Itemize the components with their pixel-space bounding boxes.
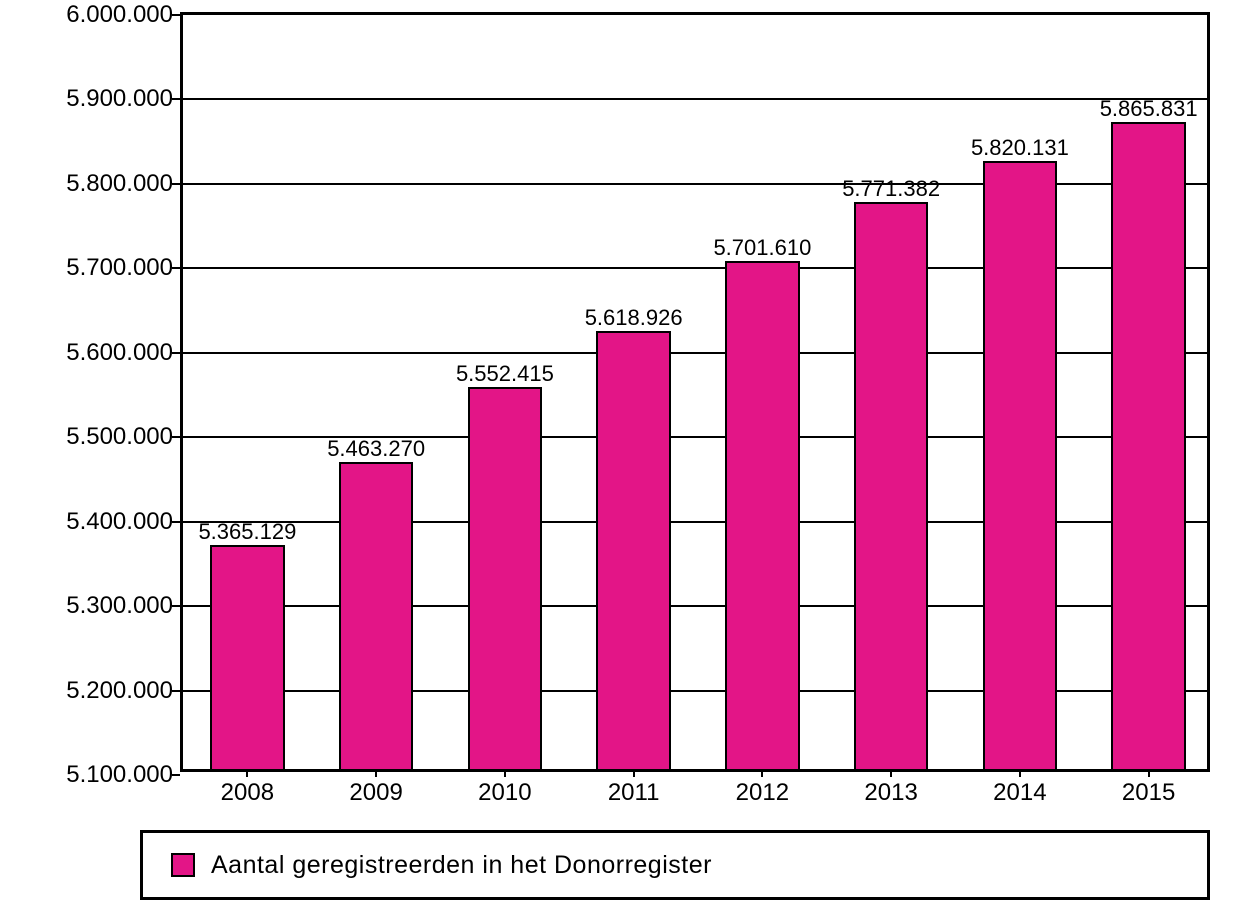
bar [339,462,414,769]
y-tick-label: 5.600.000 [66,339,183,367]
bar [468,387,543,769]
bar [854,202,929,769]
bar-value-label: 5.552.415 [456,361,554,393]
bar-value-label: 5.365.129 [198,519,296,551]
bar-value-label: 5.701.610 [713,235,811,267]
y-tick-label: 6.000.000 [66,1,183,29]
bar-value-label: 5.865.831 [1100,96,1198,128]
plot-area: 5.100.0005.200.0005.300.0005.400.0005.50… [180,12,1210,772]
y-tick-label: 5.500.000 [66,423,183,451]
bar-value-label: 5.463.270 [327,436,425,468]
bar [983,161,1058,769]
y-tick-label: 5.700.000 [66,254,183,282]
bar [210,545,285,769]
legend: Aantal geregistreerden in het Donorregis… [140,830,1210,900]
bar-value-label: 5.618.926 [585,305,683,337]
legend-label: Aantal geregistreerden in het Donorregis… [211,851,712,880]
y-tick-label: 5.400.000 [66,508,183,536]
x-tick-label: 2008 [221,769,274,807]
x-tick-label: 2015 [1122,769,1175,807]
y-tick-label: 5.900.000 [66,85,183,113]
x-tick-label: 2014 [993,769,1046,807]
bar [596,331,671,769]
bar-value-label: 5.771.382 [842,176,940,208]
x-tick-label: 2012 [736,769,789,807]
y-tick-label: 5.100.000 [66,761,183,789]
bar [1111,122,1186,769]
bar-value-label: 5.820.131 [971,135,1069,167]
bar [725,261,800,769]
legend-swatch [171,853,195,877]
y-tick-label: 5.300.000 [66,592,183,620]
x-tick-label: 2013 [864,769,917,807]
y-tick-label: 5.800.000 [66,170,183,198]
y-tick-label: 5.200.000 [66,677,183,705]
x-tick-label: 2009 [349,769,402,807]
chart-container: 5.100.000 5.200.000 5.300.000 5.400.000 5.50… [0,0,1233,917]
x-tick-label: 2010 [478,769,531,807]
gridline [183,98,1207,100]
x-tick-label: 2011 [608,769,660,807]
